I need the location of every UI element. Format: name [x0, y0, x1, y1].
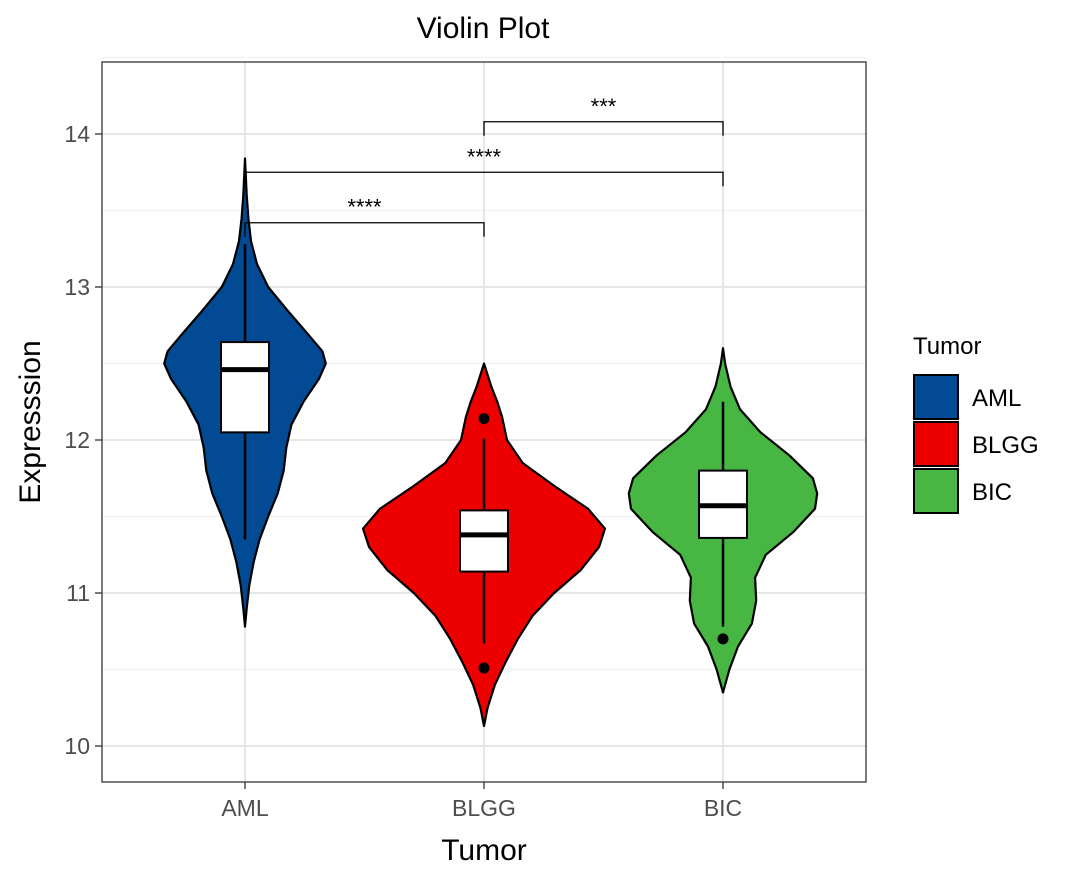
y-tick-label: 10 [64, 733, 90, 759]
comparison-bracket [244, 222, 485, 237]
y-tick-label: 14 [64, 121, 90, 147]
y-axis: 10 11 12 13 14 [64, 121, 102, 759]
legend: Tumor AML BLGG BIC [913, 333, 1039, 514]
outlier-point-bic [717, 633, 729, 645]
legend-label-bic: BIC [972, 479, 1012, 506]
legend-label-blgg: BLGG [972, 432, 1039, 459]
x-axis-title: Tumor [441, 834, 527, 867]
outlier-point-blgg [478, 662, 490, 674]
comparison-label: **** [467, 144, 502, 169]
legend-key-blgg [913, 421, 959, 467]
comparison-bracket [244, 171, 724, 187]
comparison-label: **** [347, 195, 382, 220]
x-tick-label: BIC [704, 795, 742, 821]
legend-title: Tumor [913, 333, 981, 360]
y-axis-title: Expresssion [14, 340, 47, 503]
legend-key-aml [913, 374, 959, 420]
box-aml [220, 341, 270, 434]
y-tick-label: 13 [64, 274, 90, 300]
boxplots [220, 244, 748, 674]
y-tick-label: 11 [66, 580, 90, 606]
box-blgg [459, 509, 509, 573]
comparison-bracket [483, 121, 724, 136]
legend-label-aml: AML [972, 385, 1021, 412]
y-tick-label: 12 [64, 427, 90, 453]
x-axis: AML BLGG BIC [221, 782, 742, 821]
chart-title: Violin Plot [417, 12, 551, 45]
outlier-point-blgg [478, 413, 490, 425]
comparison-label: *** [591, 94, 617, 119]
legend-key-bic [913, 468, 959, 514]
significance-brackets: *********** [244, 94, 724, 237]
x-tick-label: AML [221, 795, 269, 821]
x-tick-label: BLGG [452, 795, 516, 821]
